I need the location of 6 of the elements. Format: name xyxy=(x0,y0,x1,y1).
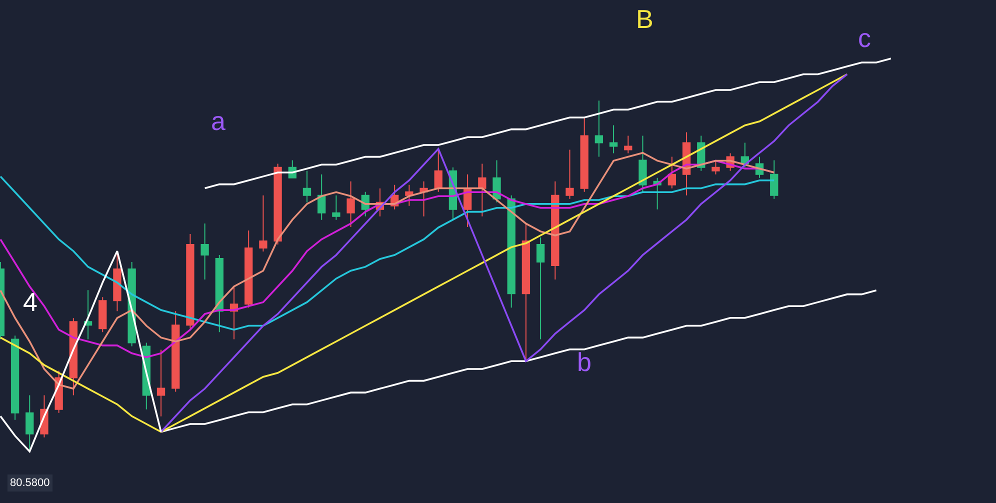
text: c xyxy=(858,23,871,53)
annotation: 4 xyxy=(23,287,38,317)
annotation: a xyxy=(211,106,226,136)
annotation: b xyxy=(577,347,592,377)
text: B xyxy=(636,4,654,34)
text: 80.5800 xyxy=(10,477,50,489)
